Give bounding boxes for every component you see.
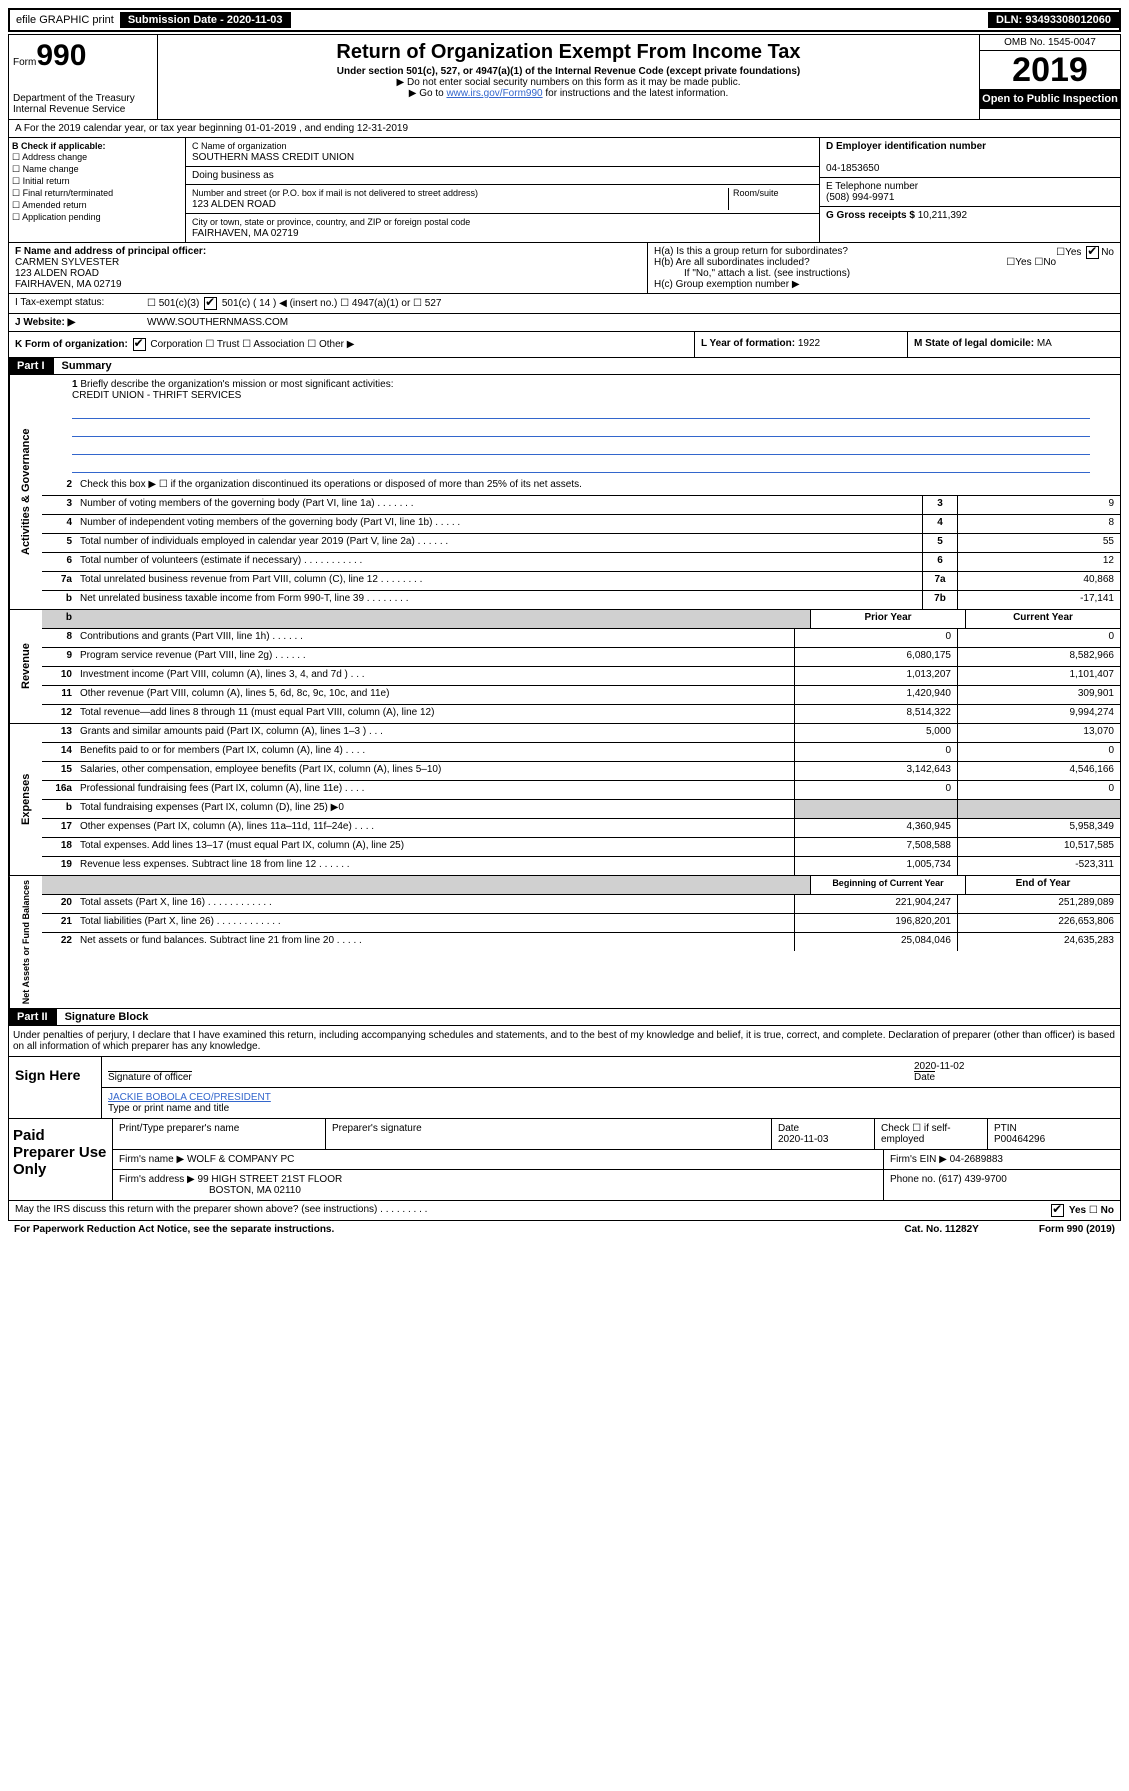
checkbox-option: ☐ Initial return xyxy=(12,176,182,187)
table-row: 15Salaries, other compensation, employee… xyxy=(42,762,1120,781)
box-b: B Check if applicable: ☐ Address change☐… xyxy=(9,138,186,242)
year-formation: 1922 xyxy=(798,338,820,349)
table-row: 9Program service revenue (Part VIII, lin… xyxy=(42,648,1120,667)
checkbox-option: ☐ Application pending xyxy=(12,212,182,223)
box-c: C Name of organization SOUTHERN MASS CRE… xyxy=(186,138,820,242)
checkbox-option: ☐ Final return/terminated xyxy=(12,188,182,199)
table-row: 11Other revenue (Part VIII, column (A), … xyxy=(42,686,1120,705)
checkbox-option: ☐ Address change xyxy=(12,152,182,163)
subtitle-3: ▶ Go to www.irs.gov/Form990 for instruct… xyxy=(162,88,975,99)
ptin: P00464296 xyxy=(994,1134,1045,1145)
checkbox-option: ☐ Name change xyxy=(12,164,182,175)
table-row: 10Investment income (Part VIII, column (… xyxy=(42,667,1120,686)
table-row: 8Contributions and grants (Part VIII, li… xyxy=(42,629,1120,648)
table-row: 6Total number of volunteers (estimate if… xyxy=(42,553,1120,572)
subtitle-2: ▶ Do not enter social security numbers o… xyxy=(162,77,975,88)
dln-label: DLN: 93493308012060 xyxy=(988,12,1119,28)
netassets-section: Net Assets or Fund Balances Beginning of… xyxy=(8,876,1121,1009)
inspection-label: Open to Public Inspection xyxy=(980,89,1120,109)
form-header: Form990 Department of the Treasury Inter… xyxy=(8,34,1121,120)
subtitle-1: Under section 501(c), 527, or 4947(a)(1)… xyxy=(162,66,975,77)
mission-text: CREDIT UNION - THRIFT SERVICES xyxy=(72,390,241,401)
ein: 04-1853650 xyxy=(826,163,879,174)
perjury-statement: Under penalties of perjury, I declare th… xyxy=(8,1026,1121,1057)
table-row: 16aProfessional fundraising fees (Part I… xyxy=(42,781,1120,800)
dba-label: Doing business as xyxy=(186,167,819,185)
preparer-date: 2020-11-03 xyxy=(778,1134,828,1145)
checkbox-no xyxy=(1086,246,1099,259)
governance-section: Activities & Governance 1 Briefly descri… xyxy=(8,375,1121,610)
expenses-section: Expenses 13Grants and similar amounts pa… xyxy=(8,724,1121,876)
org-address: 123 ALDEN ROAD xyxy=(192,199,276,210)
table-row: bNet unrelated business taxable income f… xyxy=(42,591,1120,609)
table-row: 7aTotal unrelated business revenue from … xyxy=(42,572,1120,591)
firm-ein: 04-2689883 xyxy=(950,1154,1003,1165)
website: WWW.SOUTHERNMASS.COM xyxy=(141,314,294,331)
table-row: 12Total revenue—add lines 8 through 11 (… xyxy=(42,705,1120,723)
dept-label: Department of the Treasury Internal Reve… xyxy=(13,93,153,115)
officer-name-link[interactable]: JACKIE BOBOLA CEO/PRESIDENT xyxy=(108,1092,271,1103)
section-fh: F Name and address of principal officer:… xyxy=(8,243,1121,294)
table-row: 17Other expenses (Part IX, column (A), l… xyxy=(42,819,1120,838)
part2-header: Part II Signature Block xyxy=(8,1009,1121,1026)
officer-name: CARMEN SYLVESTER xyxy=(15,257,119,268)
topbar: efile GRAPHIC print Submission Date - 20… xyxy=(8,8,1121,32)
table-row: 3Number of voting members of the governi… xyxy=(42,496,1120,515)
table-row: 13Grants and similar amounts paid (Part … xyxy=(42,724,1120,743)
part1-header: Part I Summary xyxy=(8,358,1121,375)
firm-phone: (617) 439-9700 xyxy=(938,1174,1006,1185)
section-bc: B Check if applicable: ☐ Address change☐… xyxy=(8,138,1121,243)
form-number: 990 xyxy=(36,39,86,72)
checkbox-discuss-yes xyxy=(1051,1204,1064,1217)
section-j: J Website: ▶ WWW.SOUTHERNMASS.COM xyxy=(8,314,1121,332)
submission-date: Submission Date - 2020-11-03 xyxy=(120,12,291,28)
box-de: D Employer identification number 04-1853… xyxy=(820,138,1120,242)
section-klm: K Form of organization: Corporation ☐ Tr… xyxy=(8,332,1121,358)
checkbox-501c xyxy=(204,297,217,310)
efile-label: efile GRAPHIC print xyxy=(16,14,114,26)
table-row: 22Net assets or fund balances. Subtract … xyxy=(42,933,1120,951)
paid-preparer-block: Paid Preparer Use Only Print/Type prepar… xyxy=(8,1119,1121,1201)
footer: For Paperwork Reduction Act Notice, see … xyxy=(8,1221,1121,1238)
checkbox-option: ☐ Amended return xyxy=(12,200,182,211)
tax-year: 2019 xyxy=(980,51,1120,89)
firm-address: 99 HIGH STREET 21ST FLOOR xyxy=(198,1174,343,1185)
sign-here-block: Sign Here Signature of officer 2020-11-0… xyxy=(8,1057,1121,1119)
revenue-section: Revenue bPrior YearCurrent Year 8Contrib… xyxy=(8,610,1121,724)
table-row: 20Total assets (Part X, line 16) . . . .… xyxy=(42,895,1120,914)
form-prefix: Form xyxy=(13,57,36,68)
line-a: A For the 2019 calendar year, or tax yea… xyxy=(8,120,1121,138)
irs-link[interactable]: www.irs.gov/Form990 xyxy=(446,88,542,99)
table-row: 4Number of independent voting members of… xyxy=(42,515,1120,534)
form-title: Return of Organization Exempt From Incom… xyxy=(162,41,975,64)
table-row: 5Total number of individuals employed in… xyxy=(42,534,1120,553)
table-row: bTotal fundraising expenses (Part IX, co… xyxy=(42,800,1120,819)
firm-name: WOLF & COMPANY PC xyxy=(187,1154,294,1165)
table-row: 18Total expenses. Add lines 13–17 (must … xyxy=(42,838,1120,857)
phone: (508) 994-9971 xyxy=(826,192,894,203)
org-name: SOUTHERN MASS CREDIT UNION xyxy=(192,152,354,163)
omb-number: OMB No. 1545-0047 xyxy=(980,35,1120,51)
checkbox-corp xyxy=(133,338,146,351)
org-city: FAIRHAVEN, MA 02719 xyxy=(192,228,299,239)
gross-receipts: 10,211,392 xyxy=(918,210,967,221)
table-row: 14Benefits paid to or for members (Part … xyxy=(42,743,1120,762)
state-domicile: MA xyxy=(1037,338,1052,349)
section-i: I Tax-exempt status: ☐ 501(c)(3) 501(c) … xyxy=(8,294,1121,314)
table-row: 19Revenue less expenses. Subtract line 1… xyxy=(42,857,1120,875)
discuss-row: May the IRS discuss this return with the… xyxy=(8,1201,1121,1221)
table-row: 21Total liabilities (Part X, line 26) . … xyxy=(42,914,1120,933)
